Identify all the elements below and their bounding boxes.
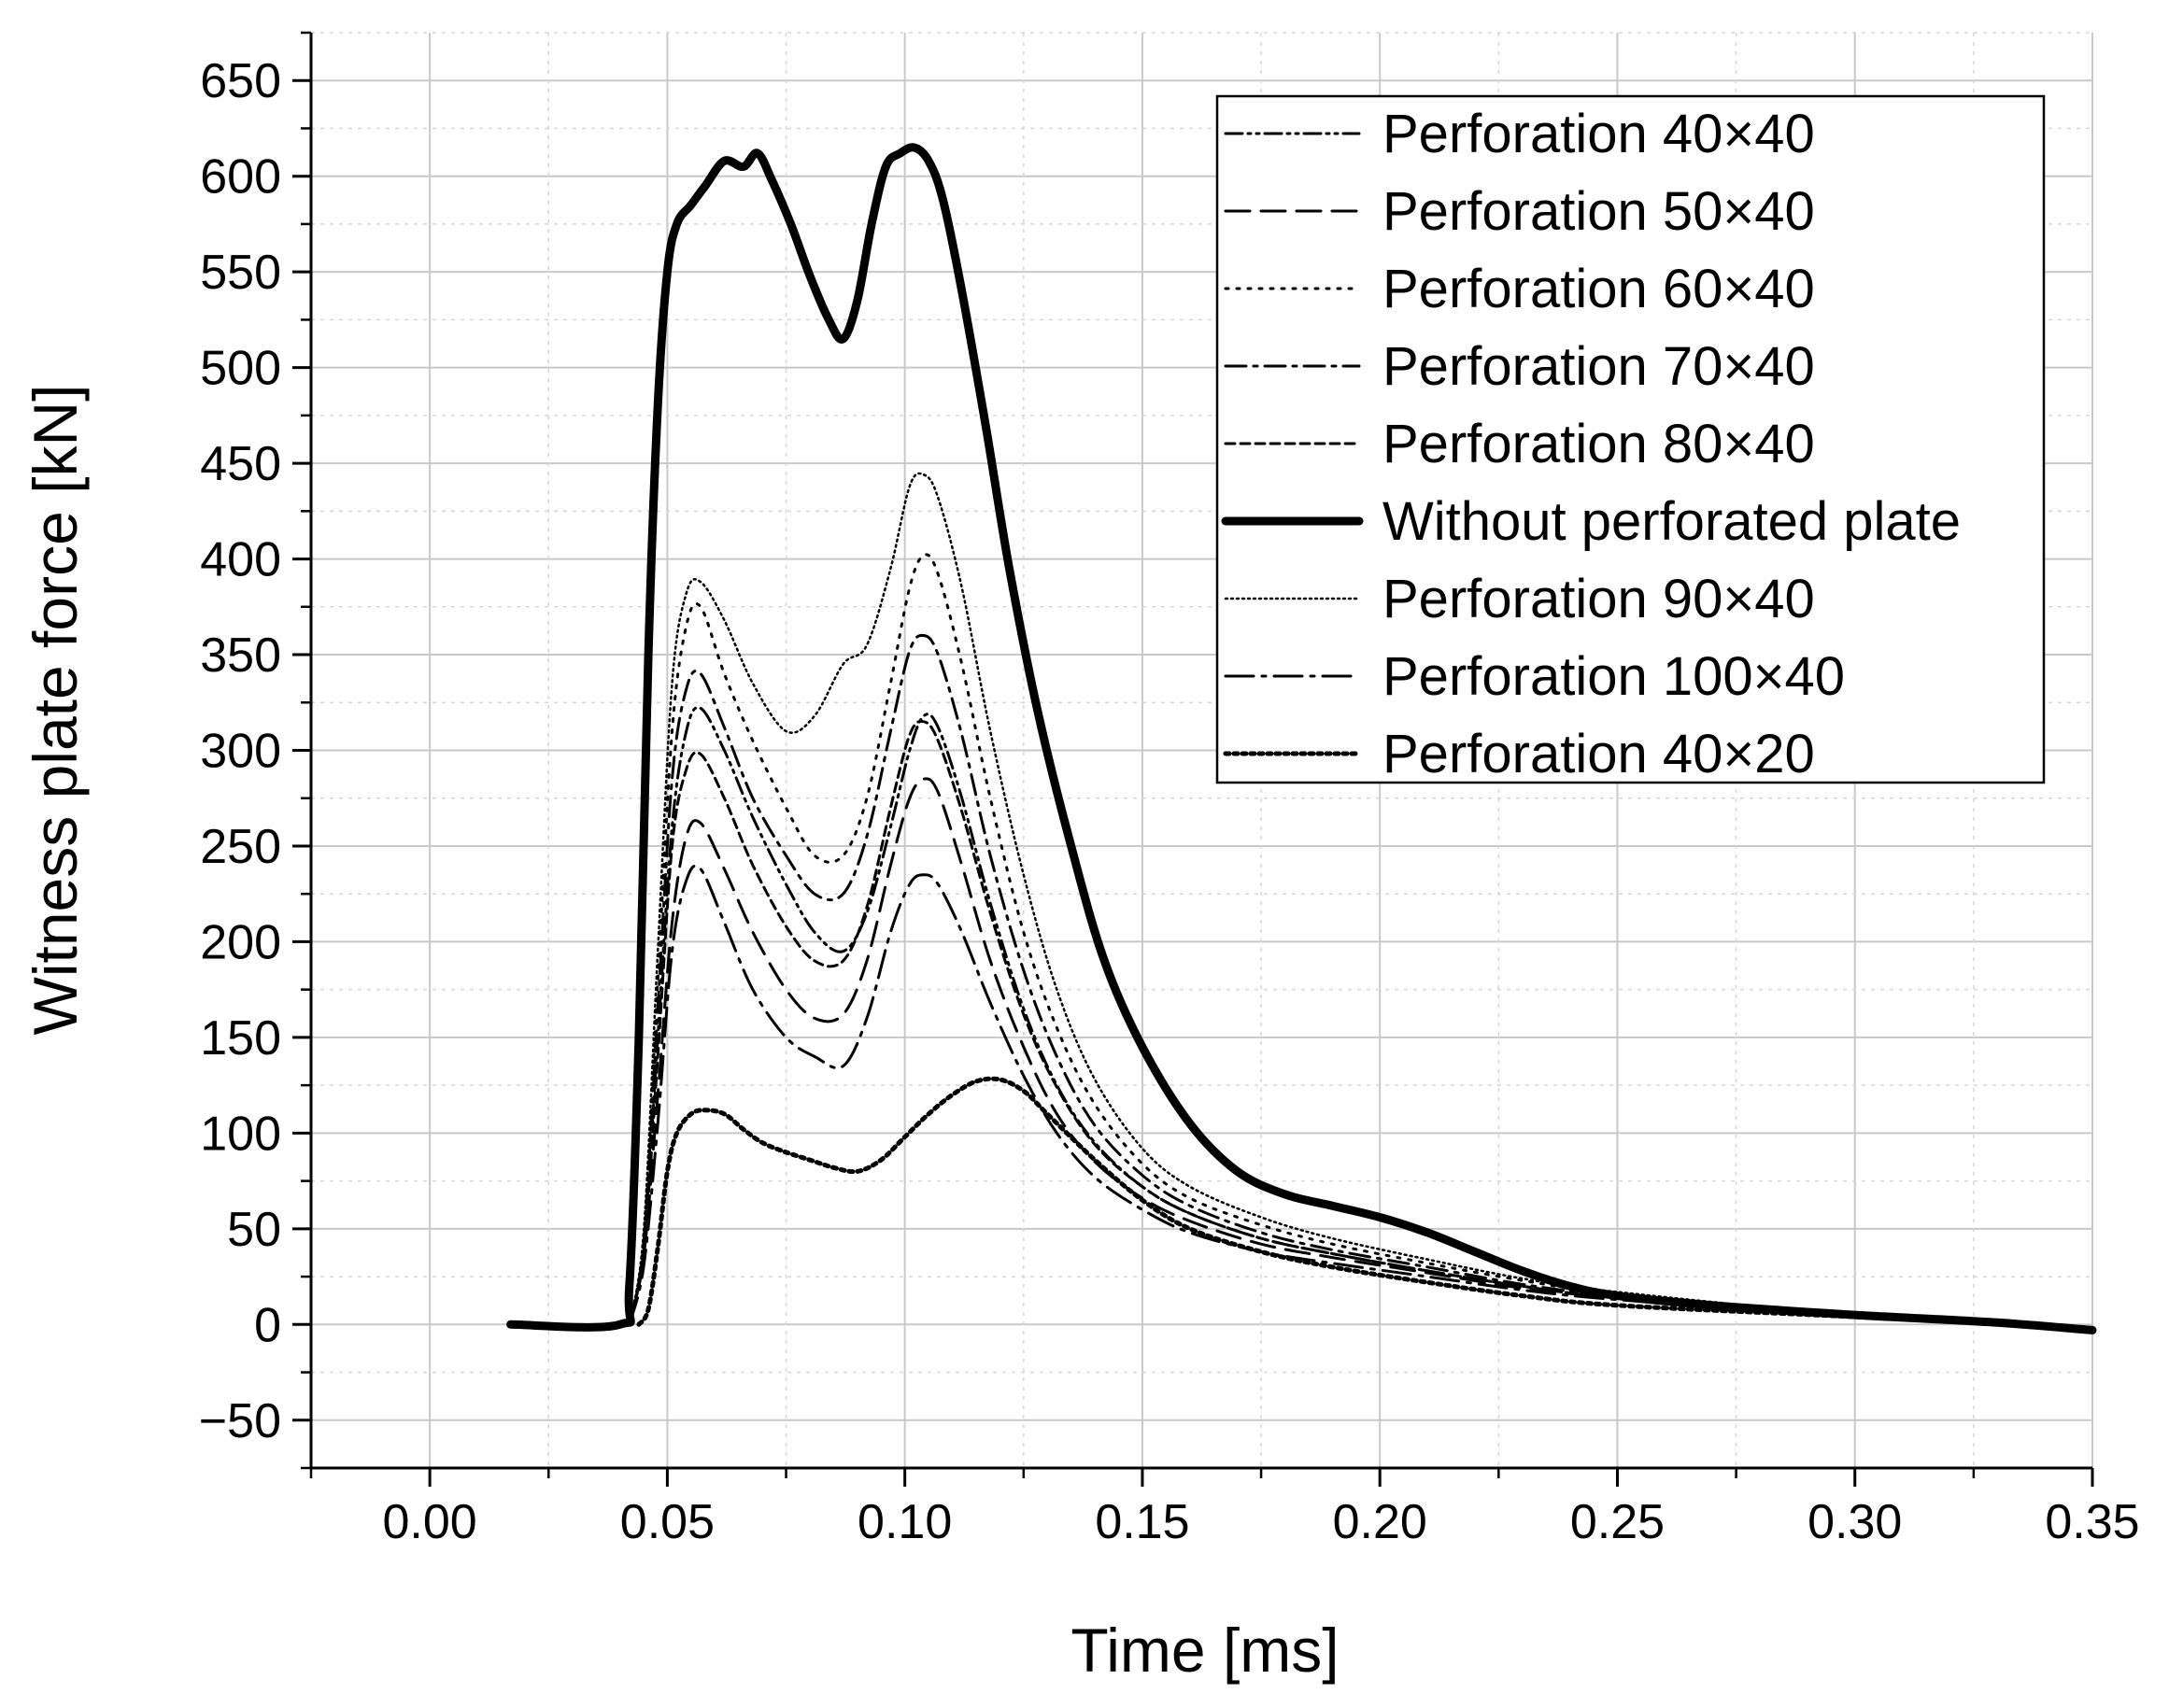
series-line-perforation-70x40 [628, 633, 2094, 1330]
legend-label-perforation-40x20: Perforation 40×20 [1382, 724, 1815, 784]
legend-label-perforation-60x40: Perforation 60×40 [1382, 259, 1815, 319]
series-line-perforation-90x40 [628, 472, 2094, 1330]
legend-label-perforation-40x40: Perforation 40×40 [1382, 104, 1815, 164]
y-tick-label: 550 [200, 246, 281, 300]
y-tick-label: 600 [200, 150, 281, 205]
x-tick-label: 0.15 [1095, 1495, 1189, 1549]
x-tick-label: 0.25 [1570, 1495, 1665, 1549]
y-tick-label: 0 [254, 1298, 281, 1352]
series-line-perforation-50x40 [628, 777, 2094, 1330]
x-tick-label: 0.10 [858, 1495, 952, 1549]
y-tick-label: −50 [199, 1394, 281, 1448]
legend-label-perforation-80x40: Perforation 80×40 [1382, 414, 1815, 474]
series-line-without-perforated-plate [506, 143, 2097, 1334]
y-axis-label: Witness plate force [kN] [21, 385, 90, 1036]
legend-label-perforation-70x40: Perforation 70×40 [1382, 336, 1815, 397]
y-tick-label: 350 [200, 628, 281, 683]
y-tick-label: 300 [200, 725, 281, 779]
y-tick-label: 250 [200, 820, 281, 874]
y-tick-label: 150 [200, 1011, 281, 1066]
legend-label-perforation-90x40: Perforation 90×40 [1382, 569, 1815, 629]
y-tick-label: 500 [200, 342, 281, 396]
y-tick-label: 50 [227, 1203, 281, 1257]
x-tick-label: 0.35 [2045, 1495, 2139, 1549]
y-tick-label: 650 [200, 54, 281, 108]
x-tick-label: 0.20 [1333, 1495, 1427, 1549]
series-line-perforation-100x40 [628, 864, 2094, 1330]
series-layer [506, 143, 2097, 1334]
ticks: 0.00 0.05 0.10 0.15 0.20 0.25 0.30 0.35 −50 0 50 10… [199, 31, 2140, 1549]
x-tick-label: 0.30 [1808, 1495, 1902, 1549]
y-tick-label: 400 [200, 533, 281, 587]
x-tick-label: 0.05 [620, 1495, 715, 1549]
y-tick-label: 450 [200, 437, 281, 491]
series-line-perforation-80x40 [628, 719, 2094, 1330]
y-tick-label: 100 [200, 1107, 281, 1161]
x-tick-label: 0.00 [383, 1495, 477, 1549]
legend-label-perforation-50x40: Perforation 50×40 [1382, 181, 1815, 242]
series-line-perforation-40x20 [636, 1076, 2095, 1331]
x-axis-label: Time [ms] [1070, 1616, 1339, 1685]
legend-label-perforation-100x40: Perforation 100×40 [1382, 646, 1845, 707]
legend: Perforation 40×40 Perforation 50×40 Perfor… [1215, 94, 2046, 784]
y-tick-label: 200 [200, 915, 281, 969]
legend-label-without-perforated-plate: Without perforated plate [1382, 491, 1961, 552]
